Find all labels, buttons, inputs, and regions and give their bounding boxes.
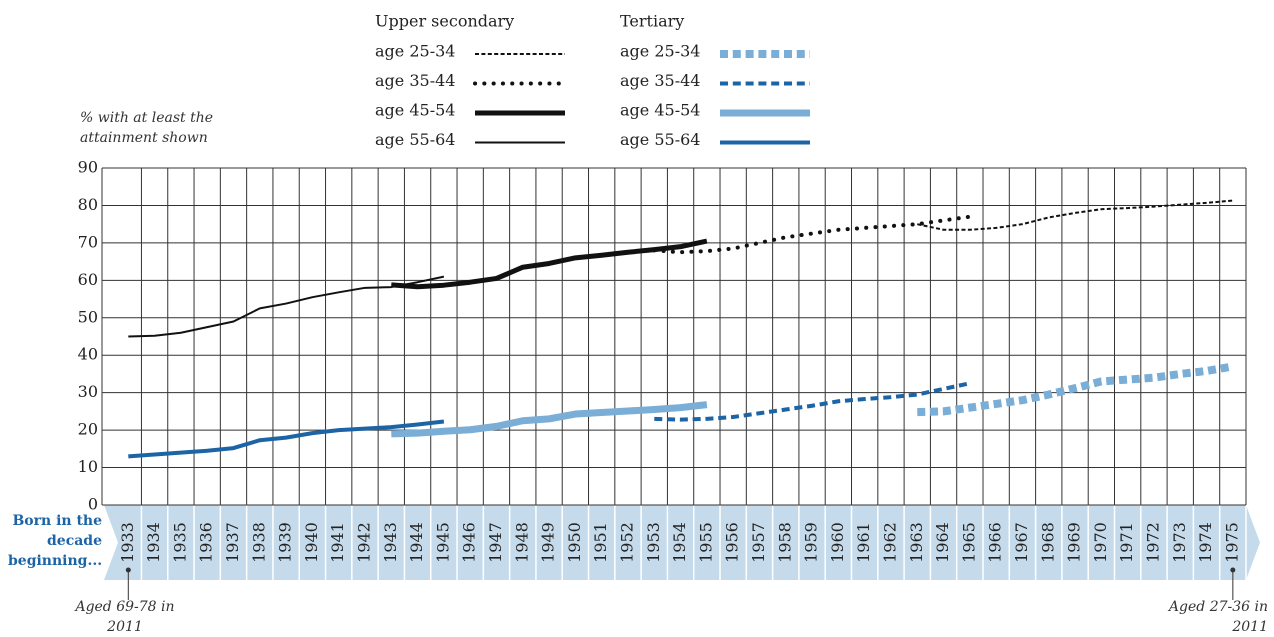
legend-label: age 25-34 xyxy=(620,42,700,61)
line xyxy=(917,199,1233,231)
legend-label: age 35-44 xyxy=(620,71,700,90)
x-tick-label: 1934 xyxy=(144,522,163,563)
x-tick-label: 1935 xyxy=(170,522,189,563)
x-tick-label: 1954 xyxy=(670,522,689,563)
x-tick-label: 1938 xyxy=(249,522,268,563)
x-tick-label: 1973 xyxy=(1170,522,1189,563)
y-axis-label: % with at least the attainment shown xyxy=(80,110,214,146)
legend-label: age 25-34 xyxy=(375,42,455,61)
annotation: Aged 69-78 in 2011 xyxy=(75,599,175,635)
x-tick-label: 1961 xyxy=(854,522,873,563)
x-tick-label: 1939 xyxy=(276,522,295,563)
line xyxy=(128,275,445,338)
x-tick-label: 1966 xyxy=(986,522,1005,563)
line xyxy=(917,362,1234,417)
y-tick-label: 70 xyxy=(78,232,98,251)
x-tick-label: 1950 xyxy=(565,522,584,563)
y-tick-label: 50 xyxy=(78,307,98,326)
x-tick-label: 1967 xyxy=(1012,522,1031,563)
y-tick-label: 10 xyxy=(78,457,98,476)
legend-label: age 45-54 xyxy=(375,101,455,120)
x-tick-label: 1946 xyxy=(460,522,479,563)
x-tick-label: 1956 xyxy=(723,522,742,563)
line xyxy=(652,214,972,255)
legend-label: age 55-64 xyxy=(375,130,455,149)
x-tick-label: 1972 xyxy=(1143,522,1162,563)
x-tick-label: 1941 xyxy=(328,522,347,563)
x-axis-label: Born in the decade beginning... xyxy=(8,513,103,569)
line xyxy=(391,401,708,438)
y-tick-label: 80 xyxy=(78,195,98,214)
x-tick-label: 1937 xyxy=(223,522,242,563)
y-tick-label: 90 xyxy=(78,158,98,177)
legend-label: age 55-64 xyxy=(620,130,700,149)
x-tick-label: 1960 xyxy=(828,522,847,563)
x-tick-label: 1945 xyxy=(433,522,452,563)
x-tick-label: 1968 xyxy=(1038,522,1057,563)
x-tick-label: 1963 xyxy=(907,522,926,563)
legend-label: age 35-44 xyxy=(375,71,455,90)
x-tick-label: 1949 xyxy=(539,522,558,563)
x-tick-label: 1975 xyxy=(1222,522,1241,563)
x-tick-label: 1951 xyxy=(591,522,610,563)
annotation: Aged 27-36 in 2011 xyxy=(1168,599,1268,635)
y-tick-label: 60 xyxy=(78,270,98,289)
x-tick-label: 1943 xyxy=(381,522,400,563)
line xyxy=(128,419,445,459)
line xyxy=(654,381,971,422)
x-tick-label: 1953 xyxy=(644,522,663,563)
x-axis-band xyxy=(104,505,1260,580)
x-tick-label: 1955 xyxy=(696,522,715,563)
x-tick-label: 1974 xyxy=(1196,522,1215,563)
x-tick-label: 1947 xyxy=(486,522,505,563)
x-tick-label: 1964 xyxy=(933,522,952,563)
x-tick-label: 1965 xyxy=(959,522,978,563)
line xyxy=(391,238,708,290)
pointer-dot xyxy=(125,567,131,573)
x-tick-label: 1944 xyxy=(407,522,426,563)
x-tick-label: 1957 xyxy=(749,522,768,563)
x-tick-label: 1959 xyxy=(802,522,821,563)
legend-label: age 45-54 xyxy=(620,101,700,120)
x-tick-label: 1952 xyxy=(617,522,636,563)
x-tick-label: 1948 xyxy=(512,522,531,563)
pointer-dot xyxy=(1230,567,1236,573)
legend-title: Tertiary xyxy=(620,12,684,31)
y-tick-label: 20 xyxy=(78,420,98,439)
x-tick-label: 1971 xyxy=(1117,522,1136,563)
x-tick-label: 1970 xyxy=(1091,522,1110,563)
legend-title: Upper secondary xyxy=(375,12,514,31)
x-tick-label: 1940 xyxy=(302,522,321,563)
x-tick-label: 1933 xyxy=(118,522,137,563)
y-tick-label: 0 xyxy=(88,495,98,514)
x-tick-label: 1942 xyxy=(354,522,373,563)
x-tick-label: 1969 xyxy=(1065,522,1084,563)
x-tick-label: 1936 xyxy=(197,522,216,563)
y-tick-label: 40 xyxy=(78,345,98,364)
x-tick-label: 1958 xyxy=(775,522,794,563)
x-tick-label: 1962 xyxy=(880,522,899,563)
y-tick-label: 30 xyxy=(78,382,98,401)
